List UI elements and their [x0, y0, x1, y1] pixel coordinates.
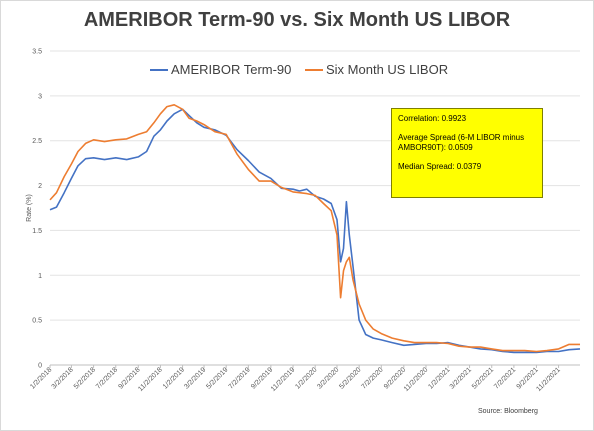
- legend-label-libor: Six Month US LIBOR: [326, 62, 449, 77]
- stats-box: Correlation: 0.9923 Average Spread (6-M …: [391, 108, 543, 198]
- y-tick-label: 3: [38, 93, 42, 100]
- y-tick-label: 1: [38, 273, 42, 280]
- y-axis-label: Rate (%): [26, 194, 33, 222]
- x-tick-label: 7/2/2018: [95, 366, 119, 390]
- x-tick-label: 1/2/2020: [294, 366, 318, 390]
- legend-label-ameribor: AMERIBOR Term-90: [171, 62, 292, 77]
- legend-item-libor: Six Month US LIBOR: [305, 62, 448, 77]
- x-tick-label: 7/2/2019: [228, 366, 252, 390]
- stats-median-spread: Median Spread: 0.0379: [398, 162, 482, 171]
- x-tick-label: 1/2/2021: [427, 366, 451, 390]
- x-tick-label: 7/2/2021: [493, 366, 517, 390]
- stats-average-spread: Average Spread (6-M LIBOR minus AMBOR90T…: [398, 133, 525, 152]
- x-tick-label: 3/2/2020: [316, 366, 340, 390]
- x-tick-label: 5/2/2019: [205, 366, 229, 390]
- source-note: Source: Bloomberg: [478, 408, 538, 415]
- x-tick-label: 7/2/2020: [360, 366, 384, 390]
- x-tick-label: 5/2/2020: [338, 366, 362, 390]
- chart-legend: AMERIBOR Term-90 Six Month US LIBOR: [0, 62, 594, 82]
- x-tick-label: 3/2/2019: [183, 366, 207, 390]
- series-line-libor: [49, 104, 580, 353]
- y-tick-label: 0: [38, 363, 42, 370]
- legend-swatch-libor: [305, 68, 323, 71]
- y-tick-label: 3.5: [32, 49, 42, 56]
- x-tick-label: 3/2/2021: [449, 366, 473, 390]
- x-tick-label: 11/2/2019: [270, 366, 297, 393]
- y-tick-label: 1.5: [32, 228, 42, 235]
- x-tick-label: 11/2/2020: [403, 366, 430, 393]
- legend-swatch-ameribor: [150, 68, 168, 71]
- x-tick-label: 1/2/2018: [29, 366, 53, 390]
- x-tick-label: 11/2/2018: [137, 366, 164, 393]
- chart-title: AMERIBOR Term-90 vs. Six Month US LIBOR: [83, 9, 511, 31]
- x-tick-label: 3/2/2018: [51, 366, 75, 390]
- x-tick-label: 1/2/2019: [162, 366, 186, 390]
- stats-correlation: Correlation: 0.9923: [398, 114, 467, 123]
- y-tick-label: 2.5: [32, 138, 42, 145]
- y-tick-label: 0.5: [32, 318, 42, 325]
- y-tick-label: 2: [38, 183, 42, 190]
- x-tick-label: 5/2/2021: [471, 366, 495, 390]
- x-tick-label: 5/2/2018: [73, 366, 97, 390]
- x-tick-label: 11/2/2021: [535, 366, 562, 393]
- legend-item-ameribor: AMERIBOR Term-90: [150, 62, 291, 77]
